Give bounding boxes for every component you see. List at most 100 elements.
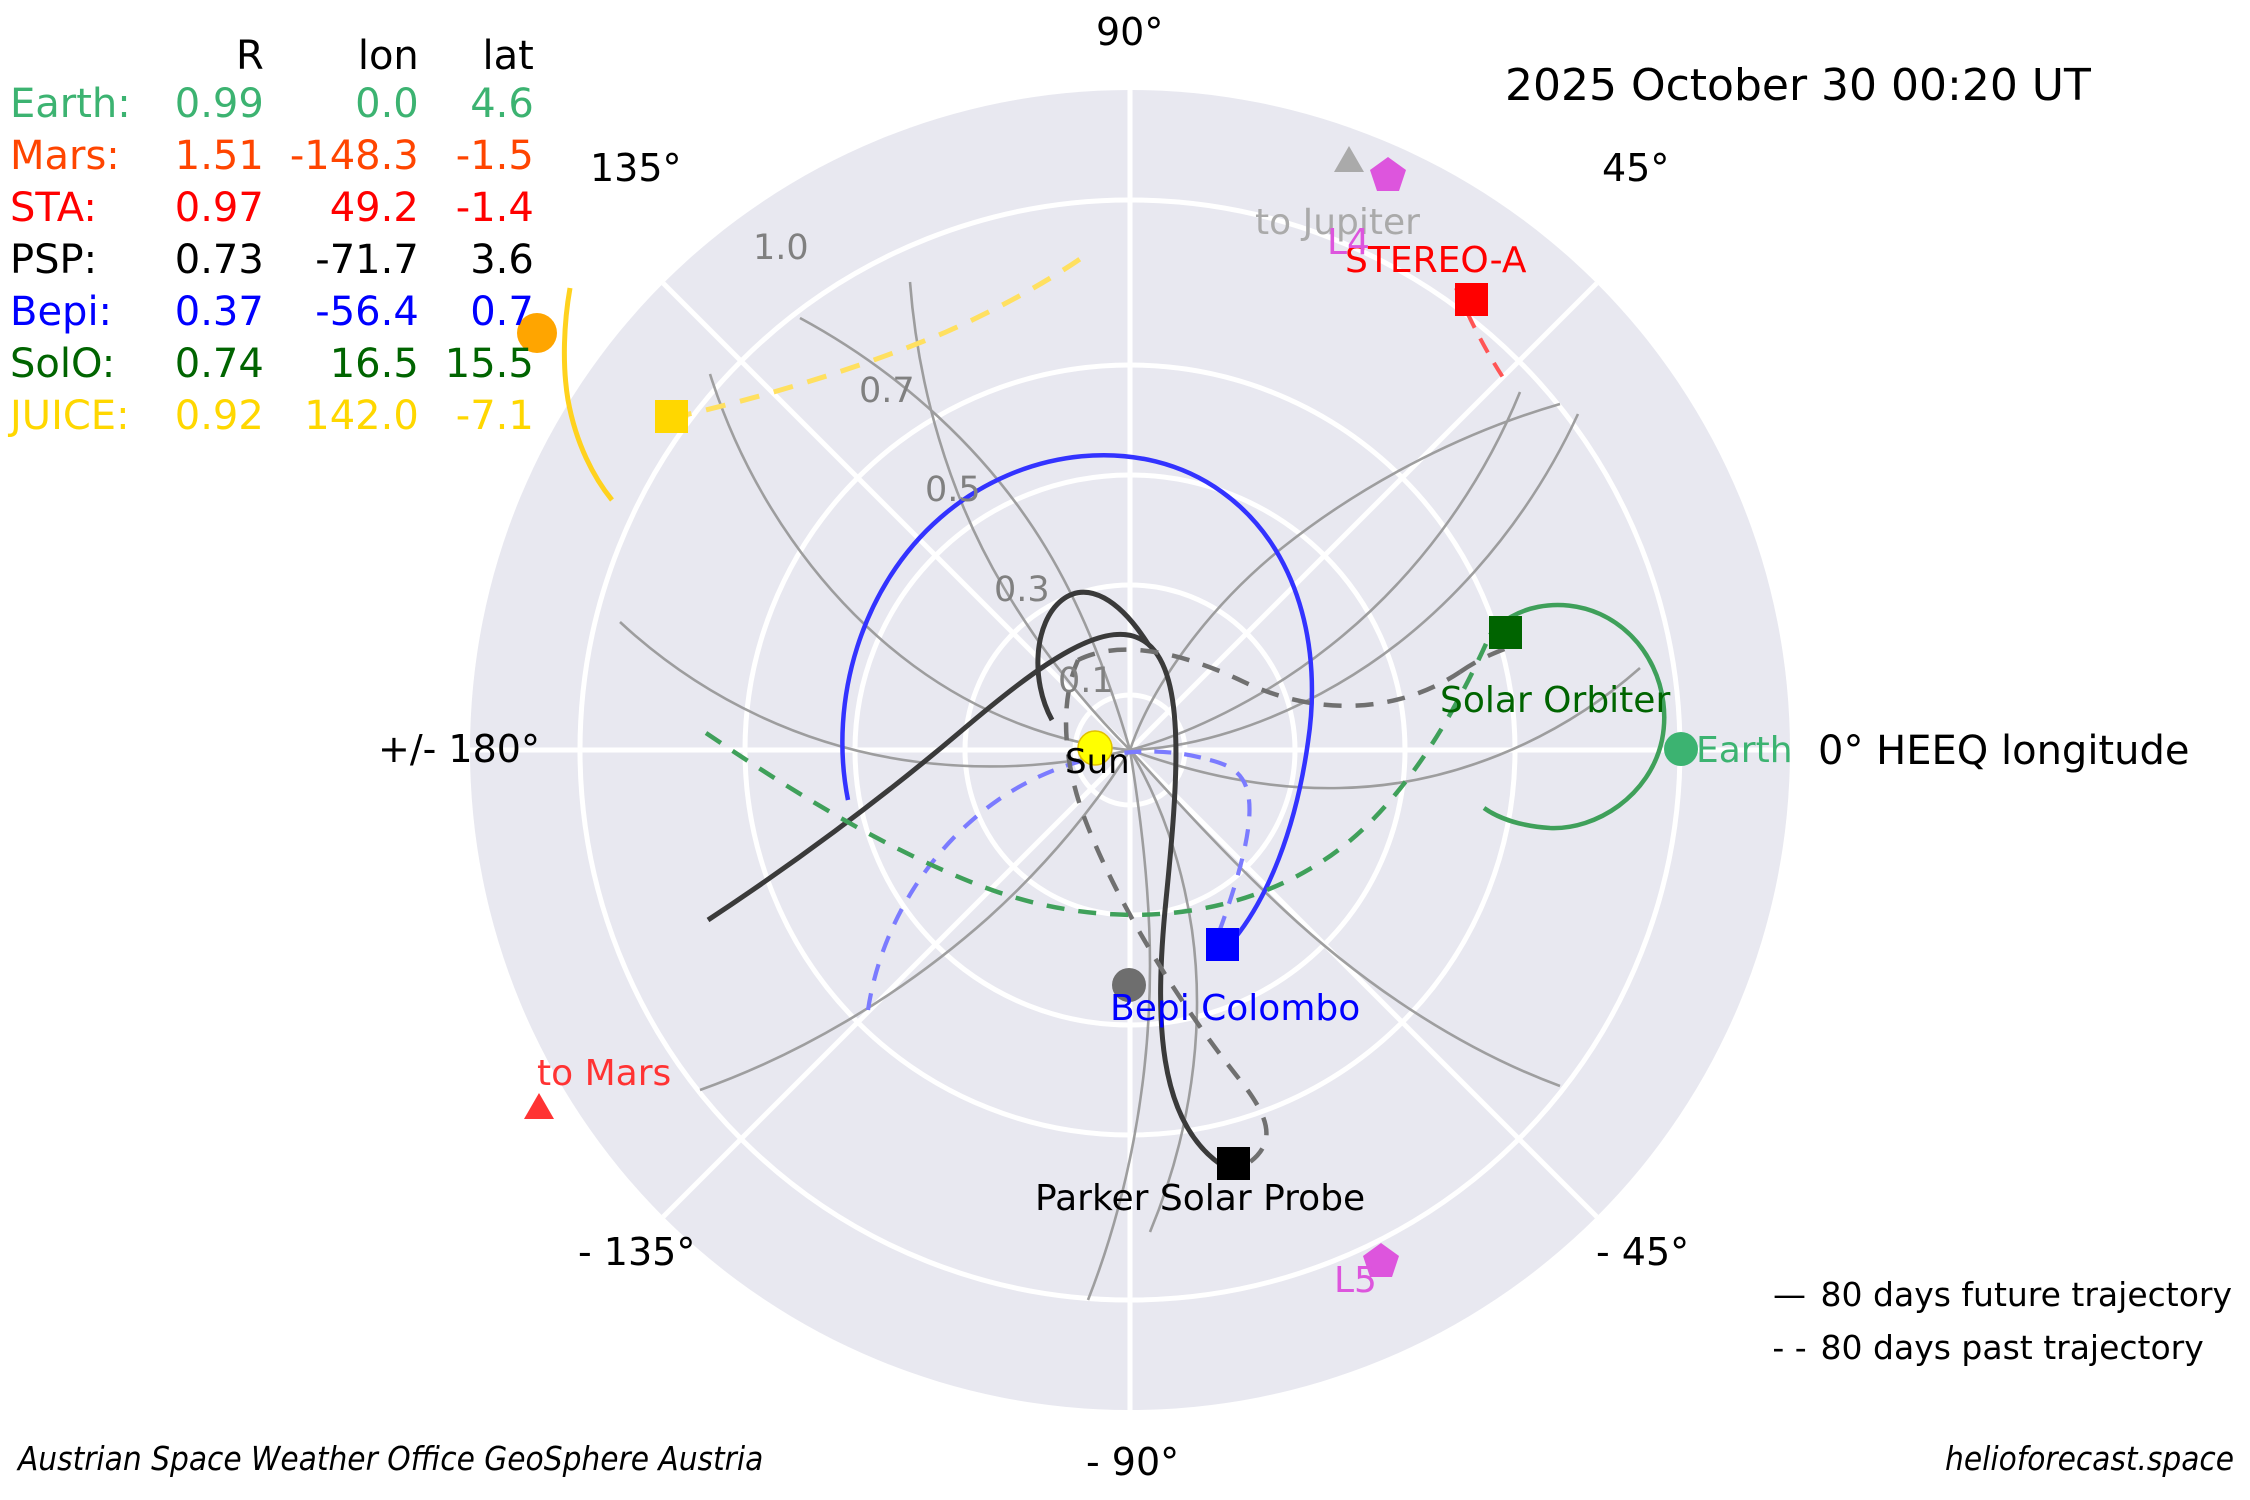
bepi-past-path	[865, 749, 1211, 1011]
venus-marker[interactable]	[517, 313, 557, 353]
footer-left: Austrian Space Weather Office GeoSphere …	[18, 1439, 764, 1478]
table-row: Bepi: 0.37 -56.4 0.7	[10, 286, 534, 338]
label-stereo-a[interactable]: STEREO-A	[1345, 240, 1527, 281]
angle-label-90: 90°	[1096, 10, 1164, 54]
bepi-past-path-2	[1209, 757, 1252, 936]
row-lon: -71.7	[315, 237, 419, 283]
header-lat: lat	[482, 33, 534, 79]
solo-past-path	[704, 634, 1493, 918]
header-r: R	[236, 33, 264, 79]
row-lat: -1.5	[455, 133, 534, 179]
radial-tick-1.0: 1.0	[753, 228, 809, 268]
row-lon: -148.3	[289, 133, 419, 179]
table-row: SolO: 0.74 16.5 15.5	[10, 338, 534, 390]
row-lon: -56.4	[315, 289, 419, 335]
row-r: 0.97	[174, 185, 264, 231]
label-to-mars[interactable]: to Mars	[537, 1053, 672, 1094]
row-lat: 3.6	[470, 237, 534, 283]
heeq-longitude-label: 0° HEEQ longitude	[1818, 728, 2190, 774]
juice-marker[interactable]	[655, 400, 688, 433]
radial-tick-0.3: 0.3	[994, 570, 1050, 610]
row-r: 0.92	[174, 393, 264, 439]
table-row: Earth: 0.99 0.0 4.6	[10, 78, 534, 130]
to-jupiter-marker[interactable]	[1334, 146, 1364, 172]
radial-tick-0.1: 0.1	[1058, 661, 1114, 701]
solid-line-icon: —	[1773, 1275, 1807, 1314]
row-lon: 0.0	[355, 81, 419, 127]
label-earth[interactable]: Earth	[1696, 730, 1793, 771]
legend-label-past: 80 days past trajectory	[1820, 1328, 2204, 1367]
earth-marker[interactable]	[1664, 732, 1698, 766]
table-row: JUICE: 0.92 142.0 -7.1	[10, 390, 534, 442]
trajectories	[561, 249, 1667, 1167]
angle-label-m90: - 90°	[1086, 1440, 1180, 1484]
sun-marker[interactable]	[1077, 730, 1113, 766]
row-r: 0.37	[174, 289, 264, 335]
row-lon: 16.5	[329, 341, 419, 387]
legend-row-future: — 80 days future trajectory	[1759, 1275, 2232, 1314]
trajectory-legend: — 80 days future trajectory - - 80 days …	[1759, 1275, 2232, 1381]
row-lat: 4.6	[470, 81, 534, 127]
solo-marker[interactable]	[1489, 616, 1522, 649]
table-row: PSP: 0.73 -71.7 3.6	[10, 234, 534, 286]
row-r: 0.74	[174, 341, 264, 387]
label-to-jupiter[interactable]: to Jupiter	[1255, 202, 1420, 243]
row-lon: 49.2	[329, 185, 419, 231]
footer-right: helioforecast.space	[1945, 1439, 2234, 1478]
row-name: STA:	[10, 185, 97, 231]
label-psp[interactable]: Parker Solar Probe	[1035, 1178, 1366, 1219]
table-header-row: R lon lat	[10, 30, 534, 78]
angle-label-m45: - 45°	[1596, 1230, 1690, 1274]
row-r: 0.99	[174, 81, 264, 127]
label-bepi[interactable]: Bepi Colombo	[1110, 988, 1361, 1029]
legend-label-future: 80 days future trajectory	[1820, 1275, 2232, 1314]
parker-spiral-lines	[619, 281, 1641, 1301]
label-l4[interactable]: L4	[1327, 222, 1370, 263]
header-lon: lon	[357, 33, 419, 79]
l4-marker[interactable]	[1370, 157, 1406, 191]
row-lat: -1.4	[455, 185, 534, 231]
psp-past-path-2	[1076, 647, 1462, 709]
radial-tick-0.5: 0.5	[925, 470, 981, 510]
row-name: JUICE:	[10, 393, 130, 439]
body-state-table: R lon lat Earth: 0.99 0.0 4.6 Mars: 1.51…	[10, 30, 534, 442]
mercury-marker[interactable]	[1112, 968, 1146, 1002]
to-mars-marker[interactable]	[524, 1093, 554, 1119]
psp-future-path	[706, 631, 1222, 1167]
body-markers	[517, 146, 1698, 1277]
label-solar-orbiter[interactable]: Solar Orbiter	[1440, 680, 1671, 721]
row-name: Earth:	[10, 81, 131, 127]
bepi-future-path	[840, 452, 1315, 946]
solo-future-path	[1482, 602, 1667, 831]
row-name: SolO:	[10, 341, 116, 387]
table-row: STA: 0.97 49.2 -1.4	[10, 182, 534, 234]
row-name: Mars:	[10, 133, 120, 179]
l5-marker[interactable]	[1363, 1243, 1399, 1277]
plot-title: 2025 October 30 00:20 UT	[1505, 60, 2091, 111]
psp-marker[interactable]	[1217, 1147, 1250, 1180]
row-lat: -7.1	[455, 393, 534, 439]
psp-future-path-2	[1035, 589, 1151, 722]
radial-tick-0.7: 0.7	[859, 371, 915, 411]
bepi-marker[interactable]	[1206, 928, 1239, 961]
label-l5[interactable]: L5	[1334, 1260, 1377, 1301]
grid-group	[470, 90, 1790, 1410]
stereo-a-marker[interactable]	[1455, 283, 1488, 316]
juice-past-path	[671, 249, 1092, 421]
table-row: Mars: 1.51 -148.3 -1.5	[10, 130, 534, 182]
angle-label-135: 135°	[590, 146, 682, 190]
legend-row-past: - - 80 days past trajectory	[1759, 1328, 2232, 1367]
label-sun[interactable]: Sun	[1065, 742, 1130, 782]
row-name: PSP:	[10, 237, 98, 283]
row-name: Bepi:	[10, 289, 113, 335]
angle-label-180: +/- 180°	[378, 727, 540, 771]
dashed-line-icon: - -	[1772, 1328, 1807, 1367]
angle-label-m135: - 135°	[578, 1230, 696, 1274]
row-lon: 142.0	[304, 393, 419, 439]
header-body	[10, 30, 149, 78]
row-lat: 15.5	[444, 341, 534, 387]
row-r: 1.51	[174, 133, 264, 179]
juice-future-path	[561, 287, 614, 502]
